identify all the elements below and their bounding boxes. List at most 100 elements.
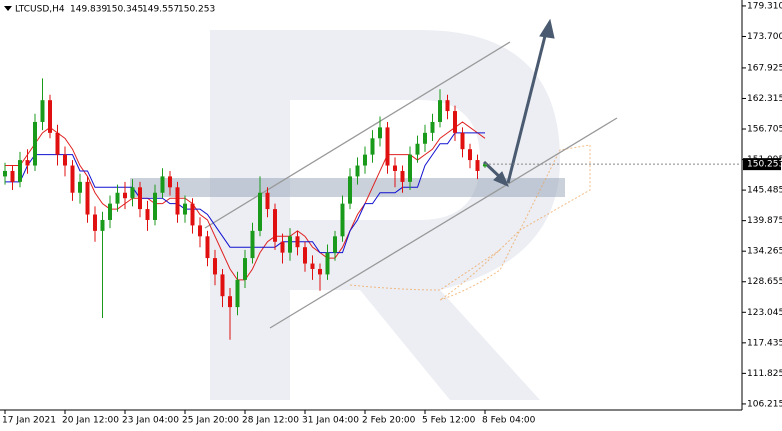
candle-body — [340, 203, 345, 237]
candle-body — [220, 274, 225, 297]
candle-body — [78, 181, 82, 193]
candle-body — [63, 154, 67, 166]
x-tick-label: 20 Jan 12:00 — [62, 416, 119, 426]
candle-body — [288, 236, 292, 253]
candle-body — [108, 203, 112, 220]
y-tick-label: 162.315 — [747, 94, 782, 104]
candle-body — [318, 268, 322, 275]
candle-body — [453, 111, 457, 133]
y-tick-label: 145.485 — [747, 186, 782, 196]
candle-body — [48, 100, 52, 133]
y-tick-label: 106.215 — [747, 399, 782, 409]
y-tick-label: 167.925 — [747, 63, 782, 73]
last-price-box — [743, 158, 781, 171]
x-tick-label: 28 Jan 12:00 — [242, 416, 299, 426]
candle-body — [348, 176, 352, 204]
candle-body — [438, 100, 442, 122]
header-low: 149.557 — [142, 5, 179, 15]
candle-body — [378, 127, 382, 139]
y-tick-label: 173.700 — [747, 32, 782, 42]
x-tick-label: 23 Jan 04:00 — [122, 416, 179, 426]
watermark — [210, 30, 560, 400]
header-close: 150.253 — [178, 5, 215, 15]
candle-body — [228, 296, 232, 308]
candle-body — [205, 236, 210, 259]
candle-body — [310, 263, 315, 269]
candle-body — [85, 181, 90, 215]
x-tick-label: 8 Feb 04:00 — [482, 416, 536, 426]
candle-body — [175, 187, 180, 215]
candle-body — [93, 214, 97, 231]
candle-body — [258, 192, 262, 231]
y-tick-label: 134.265 — [747, 247, 782, 257]
candle-body — [303, 247, 307, 264]
candle-body — [355, 165, 360, 177]
header-open: 149.839 — [70, 5, 107, 15]
candle-body — [400, 170, 405, 182]
candle-body — [243, 258, 247, 280]
candle-body — [3, 170, 7, 177]
candle-body — [160, 176, 165, 193]
x-tick-label: 17 Jan 2021 — [2, 416, 56, 426]
symbol: LTCUSD,H4 — [15, 5, 65, 15]
candle-body — [18, 160, 22, 182]
candle-body — [295, 236, 300, 248]
y-tick-label: 128.655 — [747, 277, 782, 287]
candle-body — [408, 154, 412, 182]
indicator-line — [5, 132, 485, 254]
y-tick-label: 179.310 — [747, 1, 782, 11]
candle-body — [198, 225, 202, 237]
candle-body — [145, 209, 150, 220]
x-tick-label: 2 Feb 20:00 — [362, 416, 416, 426]
candle-body — [153, 192, 157, 220]
y-tick-label: 156.705 — [747, 125, 782, 135]
candle-body — [430, 121, 435, 133]
x-tick-label: 25 Jan 20:00 — [182, 416, 239, 426]
candle-body — [123, 192, 127, 199]
x-tick-label: 5 Feb 12:00 — [422, 416, 476, 426]
y-tick-label: 139.875 — [747, 216, 782, 226]
candle-body — [385, 127, 390, 166]
candle-body — [235, 279, 240, 308]
candle-body — [415, 143, 420, 155]
candle-body — [213, 258, 217, 275]
x-tick-label: 31 Jan 04:00 — [302, 416, 359, 426]
candle-body — [475, 160, 480, 171]
candle-body — [280, 241, 285, 253]
candle-body — [423, 132, 427, 144]
candle-body — [40, 100, 45, 122]
candle-body — [25, 160, 30, 166]
header-high: 150.345 — [106, 5, 143, 15]
menu-triangle — [4, 6, 12, 11]
candle-body — [325, 252, 330, 275]
forecast-arrow — [482, 18, 555, 187]
candle-body — [190, 203, 195, 226]
candle-body — [55, 132, 60, 155]
candle-body — [115, 192, 120, 204]
candle-body — [468, 149, 472, 161]
candle-body — [100, 219, 105, 231]
candle-body — [33, 121, 37, 166]
candle-body — [393, 165, 397, 171]
y-tick-label: 123.045 — [747, 308, 782, 318]
candle-body — [265, 192, 270, 210]
candle-body — [10, 170, 15, 182]
candle-body — [370, 138, 375, 155]
channel-line — [204, 41, 511, 229]
y-tick-label: 117.435 — [747, 338, 782, 348]
candle-body — [168, 176, 172, 188]
candle-body — [445, 100, 450, 112]
last-price-label: 150.253 — [747, 160, 782, 170]
candle-body — [138, 187, 142, 210]
support-zone — [130, 178, 565, 197]
candle-body — [363, 154, 367, 166]
candle-body — [273, 209, 277, 242]
candle-body — [70, 165, 75, 193]
candle-body — [333, 236, 337, 253]
y-tick-label: 111.825 — [747, 369, 782, 379]
candle-body — [460, 132, 465, 150]
candle-body — [483, 164, 487, 167]
candle-body — [130, 187, 135, 199]
